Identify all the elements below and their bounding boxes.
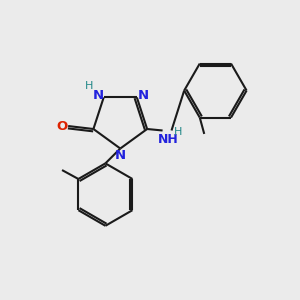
Text: N: N	[137, 88, 148, 102]
Text: N: N	[115, 149, 126, 162]
Text: O: O	[56, 119, 67, 133]
Text: N: N	[93, 88, 104, 102]
Text: H: H	[85, 81, 94, 91]
Text: H: H	[174, 127, 182, 137]
Text: NH: NH	[158, 133, 179, 146]
